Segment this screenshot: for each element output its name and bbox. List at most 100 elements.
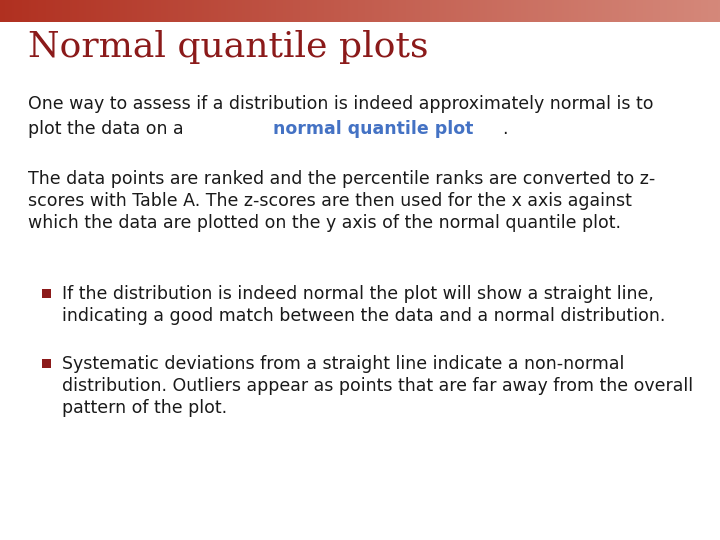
Bar — [581, 0, 584, 22]
Bar — [706, 0, 708, 22]
Bar — [14, 0, 17, 22]
Bar — [439, 0, 442, 22]
Bar — [338, 0, 341, 22]
Bar — [617, 0, 620, 22]
Bar — [22, 0, 24, 22]
Bar — [446, 0, 449, 22]
Bar — [58, 0, 60, 22]
Bar — [650, 0, 653, 22]
Bar — [295, 0, 298, 22]
Bar — [139, 0, 142, 22]
Bar — [715, 0, 718, 22]
Bar — [117, 0, 120, 22]
Bar — [499, 0, 502, 22]
Bar — [470, 0, 473, 22]
Bar — [713, 0, 716, 22]
Bar — [110, 0, 113, 22]
Bar — [675, 0, 678, 22]
Bar — [182, 0, 185, 22]
Bar — [250, 0, 253, 22]
Bar — [149, 0, 152, 22]
Bar — [127, 0, 130, 22]
Bar — [151, 0, 154, 22]
Bar — [153, 0, 156, 22]
Bar — [487, 0, 490, 22]
Bar — [624, 0, 627, 22]
Bar — [504, 0, 507, 22]
Bar — [230, 0, 233, 22]
Bar — [374, 0, 377, 22]
Bar — [437, 0, 440, 22]
Bar — [189, 0, 192, 22]
Bar — [423, 0, 426, 22]
Text: distribution. Outliers appear as points that are far away from the overall: distribution. Outliers appear as points … — [62, 377, 693, 395]
Bar — [161, 0, 163, 22]
Bar — [420, 0, 423, 22]
Text: which the data are plotted on the y axis of the normal quantile plot.: which the data are plotted on the y axis… — [28, 214, 621, 232]
Bar — [297, 0, 300, 22]
Bar — [562, 0, 564, 22]
Bar — [639, 0, 642, 22]
Bar — [559, 0, 562, 22]
Bar — [569, 0, 572, 22]
Bar — [70, 0, 73, 22]
Bar — [259, 0, 262, 22]
Bar — [12, 0, 15, 22]
Bar — [77, 0, 80, 22]
Bar — [50, 0, 53, 22]
Bar — [144, 0, 147, 22]
Bar — [333, 0, 336, 22]
Bar — [600, 0, 603, 22]
Bar — [115, 0, 118, 22]
Bar — [574, 0, 577, 22]
Bar — [379, 0, 382, 22]
Bar — [619, 0, 622, 22]
Bar — [89, 0, 91, 22]
Bar — [518, 0, 521, 22]
Bar — [689, 0, 692, 22]
Bar — [5, 0, 8, 22]
Bar — [516, 0, 519, 22]
Bar — [204, 0, 207, 22]
Bar — [552, 0, 555, 22]
Bar — [225, 0, 228, 22]
Bar — [583, 0, 586, 22]
Text: normal quantile plot: normal quantile plot — [273, 120, 473, 138]
Bar — [382, 0, 384, 22]
Bar — [708, 0, 711, 22]
Bar — [264, 0, 267, 22]
Text: The data points are ranked and the percentile ranks are converted to z-: The data points are ranked and the perce… — [28, 170, 655, 188]
Bar — [322, 0, 325, 22]
Bar — [369, 0, 372, 22]
Bar — [513, 0, 516, 22]
Bar — [449, 0, 451, 22]
Bar — [336, 0, 339, 22]
Bar — [387, 0, 390, 22]
Bar — [394, 0, 397, 22]
Bar — [434, 0, 437, 22]
Bar — [459, 0, 462, 22]
Bar — [703, 0, 706, 22]
Bar — [271, 0, 274, 22]
Text: plot the data on a: plot the data on a — [28, 120, 189, 138]
Bar — [293, 0, 296, 22]
Bar — [288, 0, 291, 22]
Bar — [648, 0, 651, 22]
Bar — [571, 0, 574, 22]
Bar — [243, 0, 246, 22]
Bar — [130, 0, 132, 22]
Bar — [360, 0, 363, 22]
Bar — [475, 0, 478, 22]
Bar — [595, 0, 598, 22]
Bar — [384, 0, 387, 22]
Text: pattern of the plot.: pattern of the plot. — [62, 399, 227, 417]
Bar — [331, 0, 334, 22]
Text: scores with Table A. The z-scores are then used for the x axis against: scores with Table A. The z-scores are th… — [28, 192, 632, 210]
Bar — [466, 0, 469, 22]
Bar — [122, 0, 125, 22]
Bar — [7, 0, 10, 22]
Bar — [672, 0, 675, 22]
Bar — [401, 0, 404, 22]
Bar — [398, 0, 401, 22]
Text: Normal quantile plots: Normal quantile plots — [28, 30, 428, 64]
